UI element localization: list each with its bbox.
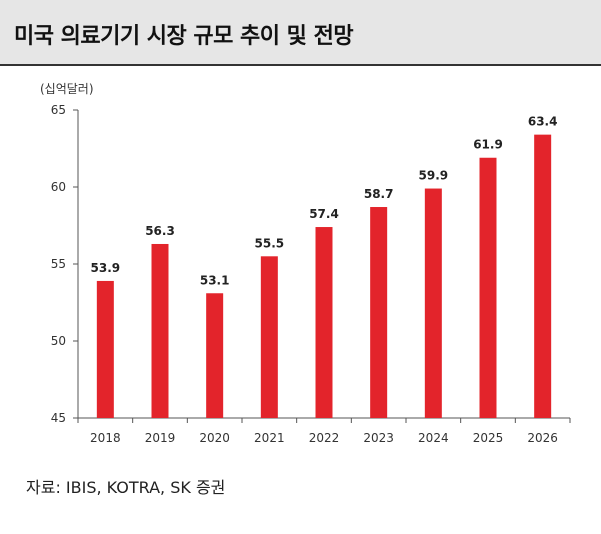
data-label-2022: 57.4 (309, 207, 339, 221)
y-tick-label: 45 (51, 411, 66, 425)
source-note: 자료: IBIS, KOTRA, SK 증권 (26, 478, 226, 497)
y-tick-label: 60 (51, 180, 66, 194)
y-tick-label: 50 (51, 334, 66, 348)
bar-2026 (534, 134, 552, 418)
title-band: 미국 의료기기 시장 규모 추이 및 전망 (0, 0, 601, 66)
bar-2025 (479, 157, 497, 419)
x-tick-label-2024: 2024 (418, 431, 449, 445)
bar-2024 (424, 188, 442, 418)
data-label-2024: 59.9 (419, 169, 449, 183)
bar-2018 (96, 280, 114, 418)
y-tick-label: 65 (51, 103, 66, 117)
bar-2022 (315, 227, 333, 418)
x-tick-label-2019: 2019 (145, 431, 176, 445)
x-tick-label-2026: 2026 (527, 431, 558, 445)
x-tick-label-2025: 2025 (473, 431, 504, 445)
bar-2023 (370, 207, 388, 418)
bar-2021 (260, 256, 278, 418)
data-label-2023: 58.7 (364, 187, 394, 201)
x-tick-label-2021: 2021 (254, 431, 285, 445)
page-title: 미국 의료기기 시장 규모 추이 및 전망 (14, 24, 354, 49)
data-label-2025: 61.9 (473, 138, 503, 152)
data-label-2018: 53.9 (91, 261, 121, 275)
x-tick-label-2020: 2020 (199, 431, 230, 445)
bar-2020 (206, 293, 224, 418)
x-tick-label-2018: 2018 (90, 431, 121, 445)
data-label-2020: 53.1 (200, 273, 230, 287)
x-tick-label-2023: 2023 (363, 431, 394, 445)
y-tick-label: 55 (51, 257, 66, 271)
x-tick-label-2022: 2022 (309, 431, 340, 445)
data-label-2026: 63.4 (528, 115, 558, 129)
y-axis-unit-label: (십억달러) (40, 82, 94, 96)
data-label-2019: 56.3 (145, 224, 175, 238)
data-label-2021: 55.5 (255, 236, 285, 250)
bar-2019 (151, 243, 169, 418)
